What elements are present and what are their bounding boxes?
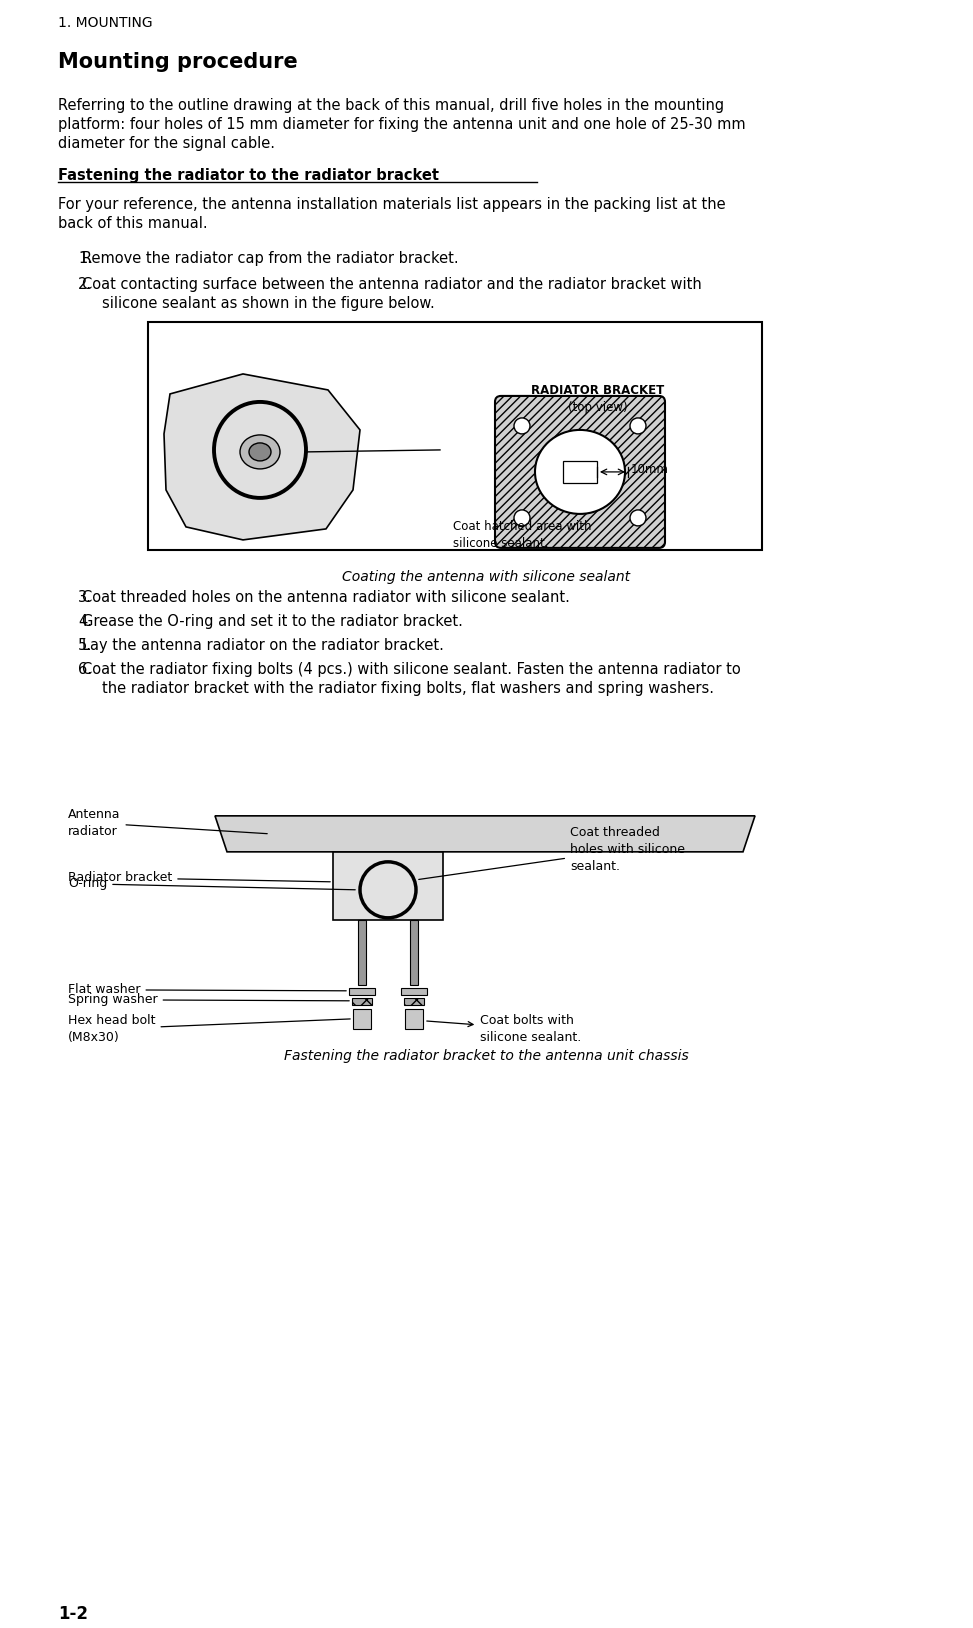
Text: Remove the radiator cap from the radiator bracket.: Remove the radiator cap from the radiato… bbox=[82, 251, 458, 265]
Text: 2.: 2. bbox=[78, 277, 92, 291]
Text: 1. MOUNTING: 1. MOUNTING bbox=[58, 16, 153, 29]
Circle shape bbox=[514, 418, 530, 435]
FancyBboxPatch shape bbox=[495, 396, 665, 549]
Text: Radiator bracket: Radiator bracket bbox=[68, 871, 330, 884]
Text: For your reference, the antenna installation materials list appears in the packi: For your reference, the antenna installa… bbox=[58, 197, 726, 212]
Circle shape bbox=[630, 510, 646, 526]
Polygon shape bbox=[164, 374, 360, 540]
Text: silicone sealant as shown in the figure below.: silicone sealant as shown in the figure … bbox=[102, 296, 435, 311]
Text: Referring to the outline drawing at the back of this manual, drill five holes in: Referring to the outline drawing at the … bbox=[58, 98, 724, 112]
Text: 5.: 5. bbox=[78, 638, 92, 653]
Text: Antenna
radiator: Antenna radiator bbox=[68, 807, 268, 838]
Text: RADIATOR BRACKET: RADIATOR BRACKET bbox=[531, 384, 665, 397]
Text: 1-2: 1-2 bbox=[58, 1605, 88, 1623]
Text: Mounting procedure: Mounting procedure bbox=[58, 52, 298, 72]
Text: 1.: 1. bbox=[78, 251, 92, 265]
Bar bbox=[148, 322, 762, 550]
Ellipse shape bbox=[535, 430, 625, 514]
Circle shape bbox=[630, 418, 646, 435]
Bar bbox=[353, 1009, 371, 1029]
Ellipse shape bbox=[240, 435, 280, 469]
Text: diameter for the signal cable.: diameter for the signal cable. bbox=[58, 137, 275, 151]
Bar bbox=[349, 988, 375, 995]
Text: platform: four holes of 15 mm diameter for fixing the antenna unit and one hole : platform: four holes of 15 mm diameter f… bbox=[58, 117, 745, 132]
Bar bbox=[352, 998, 372, 1004]
Bar bbox=[401, 988, 427, 995]
Bar bbox=[404, 998, 424, 1004]
Text: (top view): (top view) bbox=[568, 400, 628, 414]
Ellipse shape bbox=[249, 443, 271, 461]
Text: Fastening the radiator bracket to the antenna unit chassis: Fastening the radiator bracket to the an… bbox=[283, 1048, 688, 1063]
Text: Hex head bolt
(M8x30): Hex head bolt (M8x30) bbox=[68, 1014, 350, 1044]
Bar bbox=[410, 920, 418, 985]
Text: 4.: 4. bbox=[78, 614, 92, 628]
Text: 10mm: 10mm bbox=[631, 464, 668, 477]
Bar bbox=[563, 461, 597, 484]
Text: Coat threaded holes on the antenna radiator with silicone sealant.: Coat threaded holes on the antenna radia… bbox=[82, 589, 570, 606]
Text: Spring washer: Spring washer bbox=[68, 993, 349, 1006]
Text: Grease the O-ring and set it to the radiator bracket.: Grease the O-ring and set it to the radi… bbox=[82, 614, 463, 628]
Text: 6.: 6. bbox=[78, 663, 92, 677]
Circle shape bbox=[514, 510, 530, 526]
Text: Fastening the radiator to the radiator bracket: Fastening the radiator to the radiator b… bbox=[58, 168, 439, 182]
Text: O-ring: O-ring bbox=[68, 877, 355, 891]
Text: Coat threaded
holes with silicone
sealant.: Coat threaded holes with silicone sealan… bbox=[418, 825, 685, 879]
Text: Coating the antenna with silicone sealant: Coating the antenna with silicone sealan… bbox=[342, 570, 631, 584]
Bar bbox=[333, 851, 443, 920]
Text: the radiator bracket with the radiator fixing bolts, flat washers and spring was: the radiator bracket with the radiator f… bbox=[102, 681, 714, 695]
Text: Coat contacting surface between the antenna radiator and the radiator bracket wi: Coat contacting surface between the ante… bbox=[82, 277, 702, 291]
Text: Coat bolts with
silicone sealant.: Coat bolts with silicone sealant. bbox=[427, 1014, 581, 1044]
Text: back of this manual.: back of this manual. bbox=[58, 217, 207, 231]
Text: 3.: 3. bbox=[78, 589, 91, 606]
Text: Coat hatched area with
silicone sealant.: Coat hatched area with silicone sealant. bbox=[453, 519, 592, 550]
Text: Coat the radiator fixing bolts (4 pcs.) with silicone sealant. Fasten the antenn: Coat the radiator fixing bolts (4 pcs.) … bbox=[82, 663, 740, 677]
Bar bbox=[358, 920, 366, 985]
Text: Flat washer: Flat washer bbox=[68, 983, 346, 996]
Bar bbox=[405, 1009, 423, 1029]
Polygon shape bbox=[215, 816, 755, 851]
Text: Lay the antenna radiator on the radiator bracket.: Lay the antenna radiator on the radiator… bbox=[82, 638, 444, 653]
